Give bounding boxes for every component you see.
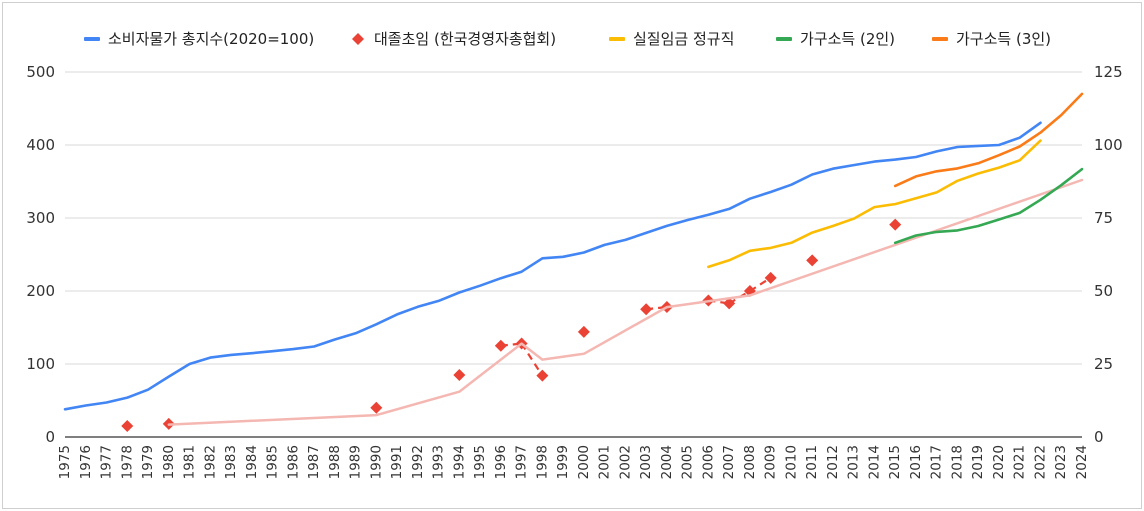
x-tick-label: 2006 xyxy=(700,445,716,479)
x-tick-label: 2022 xyxy=(1032,445,1048,479)
data-point-1-2011 xyxy=(806,254,819,267)
x-tick-label: 2017 xyxy=(929,445,945,479)
y-left-tick-label: 200 xyxy=(26,282,55,300)
x-tick-label: 1990 xyxy=(368,445,384,479)
x-tick-label: 2019 xyxy=(970,445,986,479)
x-tick-label: 1984 xyxy=(244,445,260,479)
series-connector-1 xyxy=(520,342,544,377)
x-tick-label: 1986 xyxy=(285,445,301,479)
x-tick-label: 1995 xyxy=(472,445,488,479)
x-tick-label: 1987 xyxy=(306,445,322,479)
x-tick-label: 1978 xyxy=(119,445,135,479)
x-tick-label: 2011 xyxy=(804,445,820,479)
x-tick-label: 1998 xyxy=(534,445,550,479)
x-tick-label: 2005 xyxy=(680,445,696,479)
x-tick-label: 2015 xyxy=(887,445,903,479)
x-tick-label: 1976 xyxy=(78,445,94,479)
x-tick-label: 1981 xyxy=(182,445,198,479)
x-tick-label: 2018 xyxy=(949,445,965,479)
x-tick-label: 1991 xyxy=(389,445,405,479)
legend: 소비자물가 총지수(2020=100) 대졸초임 (한국경영자총협회) 실질임금 정… xyxy=(84,30,1051,48)
data-point-1-2009 xyxy=(764,271,777,284)
x-tick-label: 2007 xyxy=(721,445,737,479)
gridlines xyxy=(65,71,1082,438)
x-tick-label: 1982 xyxy=(202,445,218,479)
data-point-1-2015 xyxy=(889,218,902,231)
series-line-0 xyxy=(63,121,1042,411)
x-tick-label: 1996 xyxy=(493,445,509,479)
legend-label-2: 실질임금 정규직 xyxy=(633,30,734,48)
x-tick-label: 1993 xyxy=(431,445,447,479)
y-right-tick-label: 25 xyxy=(1094,355,1113,373)
x-tick-label: 2009 xyxy=(763,445,779,479)
x-tick-label: 2016 xyxy=(908,445,924,479)
x-tick-label: 2003 xyxy=(638,445,654,479)
x-tick-label: 1977 xyxy=(99,445,115,479)
x-tick-label: 1992 xyxy=(410,445,426,479)
x-tick-label: 1975 xyxy=(57,445,73,479)
legend-label-1: 대졸초임 (한국경영자총협회) xyxy=(374,30,556,48)
x-tick-label: 2000 xyxy=(576,445,592,479)
y-right-tick-label: 0 xyxy=(1094,428,1104,446)
axes: 0 100 200 300 400 500 0 25 50 75 100 125 1975 1976 197… xyxy=(26,63,1122,479)
y-right-tick-label: 125 xyxy=(1094,63,1123,81)
x-tick-label: 1985 xyxy=(265,445,281,479)
series-line-3 xyxy=(707,139,1042,269)
y-right-tick-label: 50 xyxy=(1094,282,1113,300)
legend-swatch-4 xyxy=(932,37,948,41)
x-tick-label: 1994 xyxy=(451,445,467,479)
x-tick-label: 2013 xyxy=(846,445,862,479)
data-point-1-2007 xyxy=(723,297,736,310)
x-tick-label: 1983 xyxy=(223,445,239,479)
legend-swatch-0 xyxy=(84,37,100,41)
legend-swatch-3 xyxy=(776,37,792,41)
x-tick-label: 2008 xyxy=(742,445,758,479)
data-point-1-1996 xyxy=(494,339,507,352)
x-tick-label: 2014 xyxy=(866,445,882,479)
x-tick-label: 1988 xyxy=(327,445,343,479)
series-line-5 xyxy=(893,92,1084,188)
x-tick-label: 2024 xyxy=(1074,445,1090,479)
series-line-4 xyxy=(893,167,1084,245)
data-point-1-1994 xyxy=(453,368,466,381)
x-tick-label: 2001 xyxy=(597,445,613,479)
x-tick-label: 2023 xyxy=(1053,445,1069,479)
x-tick-label: 2021 xyxy=(1012,445,1028,479)
x-tick-label: 2020 xyxy=(991,445,1007,479)
x-tick-label: 2010 xyxy=(783,445,799,479)
legend-swatch-2 xyxy=(609,37,625,41)
y-left-tick-label: 300 xyxy=(26,209,55,227)
y-left-tick-label: 0 xyxy=(45,428,55,446)
x-tick-label: 2002 xyxy=(617,445,633,479)
x-tick-label: 1980 xyxy=(161,445,177,479)
legend-label-3: 가구소득 (2인) xyxy=(800,30,895,48)
data-point-1-2000 xyxy=(577,325,590,338)
legend-marker-1 xyxy=(352,33,364,45)
legend-label-0: 소비자물가 총지수(2020=100) xyxy=(108,30,314,48)
y-right-tick-label: 100 xyxy=(1094,136,1123,154)
x-tick-label: 1979 xyxy=(140,445,156,479)
data-point-1-1990 xyxy=(370,401,383,414)
y-left-tick-label: 100 xyxy=(26,355,55,373)
x-tick-label: 1999 xyxy=(555,445,571,479)
legend-label-4: 가구소득 (3인) xyxy=(956,30,1051,48)
y-right-tick-label: 75 xyxy=(1094,209,1113,227)
x-tick-label: 1997 xyxy=(514,445,530,479)
data-point-1-1998 xyxy=(536,369,549,382)
y-left-tick-label: 400 xyxy=(26,136,55,154)
x-tick-label: 2012 xyxy=(825,445,841,479)
data-point-1-1978 xyxy=(121,420,134,433)
x-tick-label: 1989 xyxy=(348,445,364,479)
data-point-1-2003 xyxy=(640,303,653,316)
x-tick-label: 2004 xyxy=(659,445,675,479)
series-layer xyxy=(63,92,1084,433)
y-left-tick-label: 500 xyxy=(26,63,55,81)
series-line-2 xyxy=(167,178,1084,426)
